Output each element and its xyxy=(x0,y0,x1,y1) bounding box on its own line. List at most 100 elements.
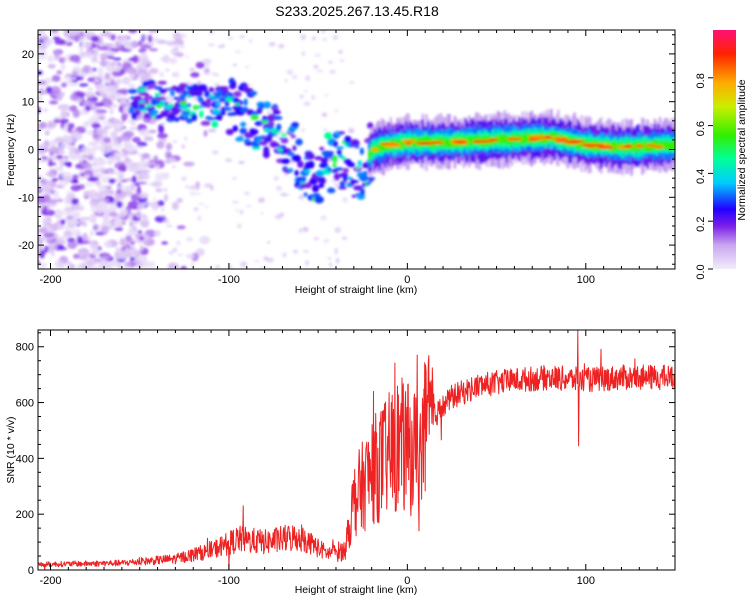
spectrogram-cell xyxy=(277,43,285,49)
spectrogram-cell xyxy=(97,67,104,76)
spectrogram-cell xyxy=(450,139,453,148)
spectrogram-cell xyxy=(131,175,137,184)
spectrogram-cell xyxy=(291,122,299,128)
spectrogram-cell xyxy=(259,265,266,269)
spectrogram-cell xyxy=(282,252,287,258)
spectrogram-cell xyxy=(272,104,278,109)
spectrogram-cell xyxy=(319,162,329,169)
spectrogram-cell xyxy=(366,181,371,185)
spectrogram-cell xyxy=(263,101,272,109)
spectrogram-cell xyxy=(350,139,360,148)
spectrogram-cell xyxy=(279,212,285,217)
spectrogram-cell xyxy=(184,108,191,112)
spectrogram-cell xyxy=(545,135,552,139)
spectrogram-cell xyxy=(42,38,53,46)
spectrogram-cell xyxy=(380,140,383,152)
spectrogram-cell xyxy=(235,208,239,213)
spectrogram-cell xyxy=(333,167,344,171)
spectrogram-cell xyxy=(193,207,199,212)
spectrogram-cell xyxy=(71,174,79,180)
spectrogram-cell xyxy=(128,30,138,34)
spectrogram-cell xyxy=(219,86,229,91)
spectrogram-cell xyxy=(521,133,524,146)
spectrogram-cell xyxy=(189,67,196,72)
spectrogram-cell xyxy=(284,79,288,82)
spectrogram-cell xyxy=(303,101,311,107)
spectrogram-cell xyxy=(401,139,417,143)
spectrogram-cell xyxy=(73,253,80,259)
spectrogram-cell xyxy=(48,140,57,149)
spectrogram-x-ticks: -200 -100 0 100 xyxy=(39,30,676,286)
spectrogram-cell xyxy=(156,141,165,149)
spectrogram-cell xyxy=(313,64,319,69)
spectrogram-cell xyxy=(93,130,105,135)
spectrogram-cell xyxy=(166,224,173,228)
spectrogram-cell xyxy=(123,140,132,149)
spectrogram-y-tick-label: 0 xyxy=(28,145,34,157)
spectrogram-cell xyxy=(327,187,336,194)
spectrogram-cell xyxy=(190,72,200,78)
spectrogram-cell xyxy=(667,141,671,151)
spectrogram-cell xyxy=(95,109,108,114)
snr-x-tick-label: -200 xyxy=(39,575,61,587)
spectrogram-cell xyxy=(216,114,223,121)
spectrogram-cell xyxy=(165,150,170,157)
spectrogram-cell xyxy=(143,34,149,40)
spectrogram-cell xyxy=(207,116,215,121)
spectrogram-cell xyxy=(185,253,195,259)
spectrogram-cell xyxy=(51,222,58,232)
spectrogram-cell xyxy=(196,192,201,196)
spectrogram-cell xyxy=(505,135,508,144)
spectrogram-cell xyxy=(324,131,332,140)
spectrogram-cell xyxy=(662,140,665,149)
spectrogram-cell xyxy=(88,115,100,125)
spectrogram-cell xyxy=(272,109,281,115)
spectrogram-cell xyxy=(101,225,109,235)
spectrogram-cell xyxy=(105,123,117,128)
spectrogram-cell xyxy=(141,58,148,64)
spectrogram-cell xyxy=(38,243,43,253)
spectrogram-cell xyxy=(171,201,179,211)
spectrogram-cell xyxy=(239,35,245,39)
spectrogram-cell xyxy=(328,61,333,64)
spectrogram-cell xyxy=(498,135,501,145)
spectrogram-cell xyxy=(154,86,163,90)
spectrogram-cell xyxy=(299,94,304,99)
spectrogram-cell xyxy=(239,210,244,215)
spectrogram-cell xyxy=(329,69,337,74)
spectrogram-cell xyxy=(101,30,112,37)
spectrogram-cell xyxy=(300,128,306,132)
spectrogram-cell xyxy=(77,75,84,81)
spectrogram-cell xyxy=(127,161,135,167)
spectrogram-cell xyxy=(140,108,148,113)
spectrogram-cell xyxy=(179,101,187,107)
spectrogram-cell xyxy=(550,136,569,140)
spectrogram-cell xyxy=(225,158,233,162)
spectrogram-cell xyxy=(100,167,107,174)
spectrogram-cell xyxy=(63,206,75,212)
spectrogram-cell xyxy=(272,115,283,120)
spectrogram-cell xyxy=(248,39,253,43)
spectrogram-y-tick-label: 20 xyxy=(22,49,34,61)
spectrogram-cell xyxy=(294,170,299,176)
spectrogram-cell xyxy=(305,152,315,160)
spectrogram-cell xyxy=(320,30,326,34)
spectrogram-cell xyxy=(624,144,633,148)
spectrogram-cell xyxy=(347,176,353,180)
spectrogram-cell xyxy=(114,47,126,51)
spectrogram-cell xyxy=(92,266,104,269)
spectrogram-cell xyxy=(99,144,106,153)
spectrogram-cell xyxy=(145,104,153,108)
spectrogram-cell xyxy=(110,103,119,109)
spectrogram-cell xyxy=(68,149,76,159)
spectrogram-cell xyxy=(523,134,526,145)
spectrogram-cell xyxy=(110,130,118,140)
spectrogram-cell xyxy=(119,207,128,214)
spectrogram-cell xyxy=(269,142,280,148)
snr-x-tick-label: 0 xyxy=(404,575,410,587)
spectrogram-cell xyxy=(82,232,88,242)
spectrogram-cell xyxy=(41,179,52,189)
spectrogram-cell xyxy=(488,138,499,142)
spectrogram-cell xyxy=(314,196,324,204)
